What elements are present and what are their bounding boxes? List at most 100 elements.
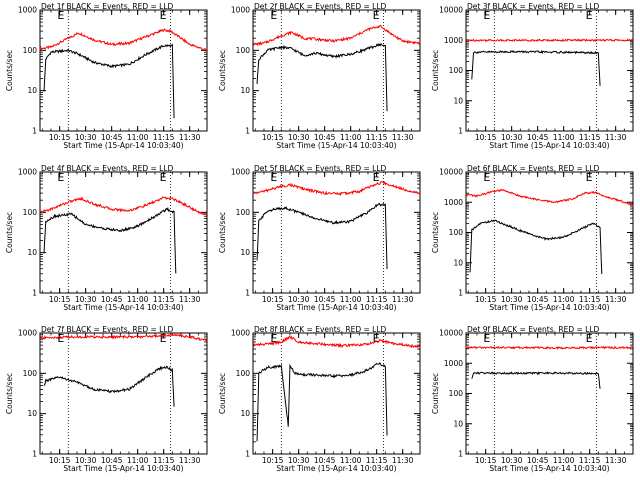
- lld-series-line: [39, 28, 208, 51]
- x-tick-label: 11:30: [179, 133, 201, 142]
- panel-title: Det 3f BLACK = Events, RED = LLD: [467, 2, 600, 11]
- x-tick-label: 10:45: [527, 456, 549, 465]
- x-tick-label: 11:30: [605, 295, 627, 304]
- lld-series-line: [252, 24, 421, 47]
- lld-series-line: [39, 333, 208, 343]
- events-series-line: [43, 206, 177, 274]
- y-tick-label: 1000: [231, 168, 250, 177]
- y-tick-label: 1000: [231, 329, 250, 338]
- event-marker-label: E: [57, 171, 64, 184]
- events-series-line: [256, 42, 388, 112]
- x-tick-label: 11:00: [553, 456, 575, 465]
- x-axis-label: Start Time (15-Apr-14 10:03:40): [63, 303, 183, 312]
- y-tick-label: 1000: [231, 6, 250, 15]
- x-tick-label: 11:00: [127, 133, 149, 142]
- lld-series-line: [465, 188, 634, 207]
- y-tick-label: 1000: [18, 168, 37, 177]
- event-marker-label: E: [270, 9, 277, 22]
- x-axis-label: Start Time (15-Apr-14 10:03:40): [489, 464, 609, 473]
- y-tick-label: 10: [453, 258, 463, 267]
- x-tick-label: 11:30: [605, 133, 627, 142]
- y-tick-label: 1000: [444, 359, 463, 368]
- plot-frame: [39, 171, 208, 294]
- y-tick-label: 100: [449, 389, 464, 398]
- detector-panel-9: Det 9f BLACK = Events, RED = LLD 1 10 100 10…: [431, 325, 634, 473]
- event-marker-label: E: [160, 332, 167, 345]
- y-tick-label: 100: [449, 66, 464, 75]
- panel-title: Det 7f BLACK = Events, RED = LLD: [41, 325, 174, 334]
- y-tick-label: 1000: [18, 329, 37, 338]
- x-tick-label: 11:00: [553, 295, 575, 304]
- x-tick-label: 11:00: [340, 456, 362, 465]
- lld-series-line: [252, 180, 421, 197]
- event-marker-label: E: [483, 332, 490, 345]
- detector-panel-5: Det 5f BLACK = Events, RED = LLD 1 10 100 10…: [218, 164, 421, 312]
- x-tick-label: 10:45: [314, 133, 336, 142]
- y-tick-label: 10: [27, 409, 37, 418]
- y-axis-label: Counts/sec: [5, 50, 14, 91]
- x-tick-label: 11:15: [153, 295, 175, 304]
- detector-panel-4: Det 4f BLACK = Events, RED = LLD 1 10 100 10…: [5, 164, 208, 312]
- x-axis-label: Start Time (15-Apr-14 10:03:40): [489, 141, 609, 150]
- y-tick-label: 100: [23, 46, 38, 55]
- y-tick-label: 1: [32, 127, 37, 136]
- event-marker-label: E: [586, 171, 593, 184]
- plot-frame: [252, 171, 421, 294]
- y-tick-label: 1: [32, 450, 37, 459]
- x-axis-label: Start Time (15-Apr-14 10:03:40): [276, 464, 396, 473]
- event-marker-label: E: [483, 171, 490, 184]
- y-tick-label: 100: [236, 208, 251, 217]
- x-tick-label: 11:15: [366, 295, 388, 304]
- detector-panel-3: Det 3f BLACK = Events, RED = LLD 1 10 100 10…: [431, 2, 634, 150]
- y-tick-label: 10: [27, 248, 37, 257]
- x-tick-label: 11:15: [579, 295, 601, 304]
- panel-title: Det 2f BLACK = Events, RED = LLD: [254, 2, 387, 11]
- lld-series-line: [252, 335, 421, 349]
- x-axis-label: Start Time (15-Apr-14 10:03:40): [489, 303, 609, 312]
- plot-frame: [39, 9, 208, 132]
- event-marker-label: E: [373, 171, 380, 184]
- events-series-line: [256, 361, 388, 442]
- x-tick-label: 10:15: [49, 456, 71, 465]
- event-marker-label: E: [373, 332, 380, 345]
- event-marker-label: E: [586, 9, 593, 22]
- event-marker-label: E: [483, 9, 490, 22]
- plot-frame: [39, 332, 208, 455]
- detector-panel-7: Det 7f BLACK = Events, RED = LLD 1 10 100 10…: [5, 325, 208, 473]
- x-axis-label: Start Time (15-Apr-14 10:03:40): [63, 141, 183, 150]
- plot-frame: [252, 332, 421, 455]
- panel-title: Det 4f BLACK = Events, RED = LLD: [41, 164, 174, 173]
- y-tick-label: 1000: [18, 6, 37, 15]
- plot-frame: [465, 332, 634, 455]
- y-tick-label: 100: [236, 46, 251, 55]
- x-tick-label: 10:30: [288, 456, 310, 465]
- events-series-line: [469, 219, 603, 275]
- x-tick-label: 11:30: [179, 456, 201, 465]
- y-tick-label: 1: [245, 127, 250, 136]
- x-tick-label: 11:30: [179, 295, 201, 304]
- y-tick-label: 1: [245, 450, 250, 459]
- y-tick-label: 1000: [444, 198, 463, 207]
- detector-panel-8: Det 8f BLACK = Events, RED = LLD 1 10 100 10…: [218, 325, 421, 473]
- lld-series-line: [465, 38, 634, 43]
- y-tick-label: 10: [240, 409, 250, 418]
- x-tick-label: 10:30: [75, 133, 97, 142]
- x-tick-label: 10:15: [475, 456, 497, 465]
- x-tick-label: 10:15: [262, 295, 284, 304]
- panel-title: Det 8f BLACK = Events, RED = LLD: [254, 325, 387, 334]
- x-tick-label: 10:30: [75, 295, 97, 304]
- x-axis-label: Start Time (15-Apr-14 10:03:40): [63, 464, 183, 473]
- y-tick-label: 10: [240, 86, 250, 95]
- y-tick-label: 1: [458, 450, 463, 459]
- x-tick-label: 10:30: [501, 456, 523, 465]
- plot-frame: [465, 171, 634, 294]
- y-tick-label: 100: [23, 369, 38, 378]
- x-tick-label: 11:00: [340, 295, 362, 304]
- x-tick-label: 11:15: [366, 133, 388, 142]
- plot-frame: [465, 9, 634, 132]
- x-tick-label: 10:15: [262, 456, 284, 465]
- x-axis-label: Start Time (15-Apr-14 10:03:40): [276, 303, 396, 312]
- y-tick-label: 1: [458, 127, 463, 136]
- panel-title: Det 5f BLACK = Events, RED = LLD: [254, 164, 387, 173]
